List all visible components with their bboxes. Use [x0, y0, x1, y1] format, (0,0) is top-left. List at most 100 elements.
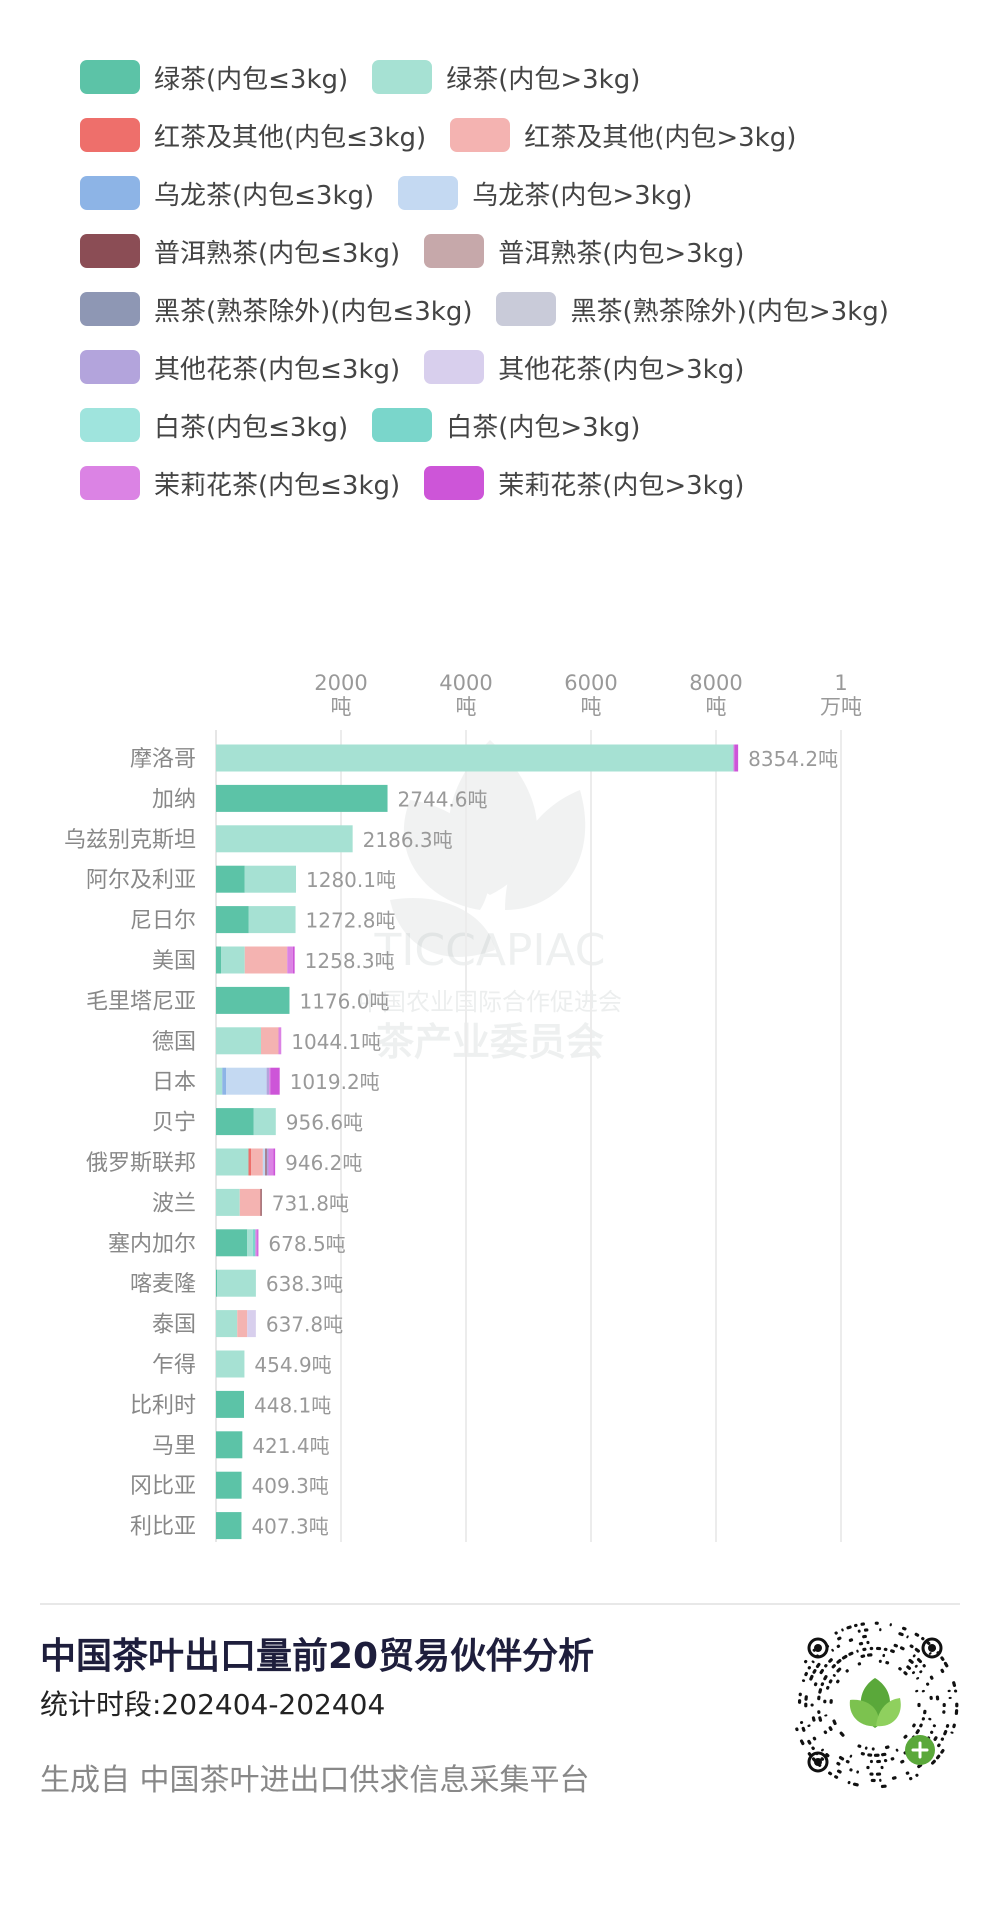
bar-segment[interactable] [237, 1310, 248, 1338]
category-label: 冈比亚 [130, 1474, 196, 1499]
legend-item[interactable]: 乌龙茶(内包≤3kg) [80, 175, 374, 212]
qr-dot [909, 1776, 913, 1781]
legend-row: 普洱熟茶(内包≤3kg) 普洱熟茶(内包>3kg) [80, 222, 980, 280]
bar-segment[interactable] [248, 1148, 252, 1176]
legend-item[interactable]: 红茶及其他(内包>3kg) [450, 117, 796, 154]
qr-dot [812, 1669, 817, 1674]
total-label: 448.1吨 [254, 1393, 331, 1417]
legend-item[interactable]: 茉莉花茶(内包≤3kg) [80, 465, 400, 502]
legend-row: 黑茶(熟茶除外)(内包≤3kg) 黑茶(熟茶除外)(内包>3kg) [80, 280, 980, 338]
bar-segment[interactable] [217, 1269, 256, 1297]
bar-segment[interactable] [216, 1310, 238, 1338]
legend-swatch [372, 60, 433, 94]
legend-item[interactable]: 红茶及其他(内包≤3kg) [80, 117, 426, 154]
bar-segment[interactable] [266, 1148, 269, 1176]
legend-item[interactable]: 白茶(内包>3kg) [372, 407, 640, 444]
bar-segment[interactable] [257, 1229, 259, 1257]
qr-dot [831, 1648, 834, 1652]
bar-segment[interactable] [287, 946, 293, 974]
bar-segment[interactable] [266, 1067, 270, 1095]
qr-dot [940, 1737, 945, 1741]
bar-segment[interactable] [216, 1108, 254, 1136]
legend-item[interactable]: 其他花茶(内包>3kg) [424, 349, 744, 386]
bar-segment[interactable] [734, 744, 739, 772]
bar-segment[interactable] [270, 1067, 280, 1095]
legend-item[interactable]: 茉莉花茶(内包>3kg) [424, 465, 744, 502]
bar-segment[interactable] [261, 1027, 279, 1055]
bar-segment[interactable] [216, 1229, 248, 1257]
qr-dot [809, 1674, 814, 1681]
qr-dot [893, 1643, 898, 1648]
qr-dot [932, 1724, 936, 1728]
x-tick-unit: 万吨 [820, 695, 862, 719]
qr-dot [820, 1682, 825, 1687]
legend-item[interactable]: 绿茶(内包>3kg) [372, 59, 640, 96]
bar-segment[interactable] [269, 1067, 271, 1095]
legend-item[interactable]: 绿茶(内包≤3kg) [80, 59, 348, 96]
bar-segment[interactable] [253, 1108, 276, 1136]
qr-dot [943, 1661, 949, 1668]
bar-segment[interactable] [216, 825, 353, 853]
qr-dot [948, 1696, 952, 1699]
bar-segment[interactable] [244, 946, 288, 974]
bar-segment[interactable] [216, 1067, 223, 1095]
bar-segment[interactable] [733, 744, 735, 772]
legend-item[interactable]: 黑茶(熟茶除外)(内包≤3kg) [80, 291, 472, 328]
bar-segment[interactable] [247, 1310, 256, 1338]
legend-item[interactable]: 乌龙茶(内包>3kg) [398, 175, 692, 212]
bar-segment[interactable] [292, 946, 295, 974]
bar-segment[interactable] [216, 1512, 242, 1540]
x-tick-unit: 吨 [456, 695, 477, 719]
qr-dot [875, 1772, 882, 1776]
legend-item[interactable]: 其他花茶(内包≤3kg) [80, 349, 400, 386]
qr-dot [852, 1782, 859, 1787]
qr-dot [857, 1662, 862, 1666]
x-tick-label: 1 [834, 671, 847, 695]
bar-segment[interactable] [216, 1390, 245, 1418]
bar-segment[interactable] [278, 1027, 282, 1055]
bar-segment[interactable] [216, 906, 249, 934]
mini-program-code[interactable] [790, 1620, 960, 1790]
bar-segment[interactable] [262, 1148, 266, 1176]
bar-segment[interactable] [244, 865, 297, 893]
legend-item[interactable]: 普洱熟茶(内包>3kg) [424, 233, 744, 270]
legend-label: 其他花茶(内包>3kg) [498, 354, 745, 385]
bar-segment[interactable] [216, 865, 245, 893]
bar-segment[interactable] [265, 1148, 267, 1176]
legend-item[interactable]: 白茶(内包≤3kg) [80, 407, 348, 444]
bar-segment[interactable] [216, 1188, 240, 1216]
bar-segment[interactable] [260, 1188, 262, 1216]
qr-dot [807, 1666, 811, 1670]
bar-segment[interactable] [216, 1027, 261, 1055]
bar-segment[interactable] [226, 1067, 267, 1095]
bar-segment[interactable] [222, 1067, 226, 1095]
total-label: 946.2吨 [285, 1151, 362, 1175]
bar-segment[interactable] [216, 1350, 245, 1378]
bar-segment[interactable] [216, 744, 734, 772]
bar-segment[interactable] [251, 1148, 263, 1176]
category-label: 德国 [152, 1030, 196, 1055]
bar-segment[interactable] [216, 986, 290, 1014]
bar-segment[interactable] [216, 1148, 249, 1176]
bar-segment[interactable] [216, 1431, 243, 1459]
qr-dot [811, 1660, 815, 1664]
bar-segment[interactable] [268, 1148, 274, 1176]
bar-segment[interactable] [247, 1229, 253, 1257]
legend-swatch [424, 466, 485, 500]
qr-dot [871, 1747, 875, 1751]
legend-item[interactable]: 普洱熟茶(内包≤3kg) [80, 233, 400, 270]
bar-segment[interactable] [273, 1148, 276, 1176]
bar-segment[interactable] [252, 1229, 256, 1257]
legend-swatch [450, 118, 511, 152]
bar-segment[interactable] [255, 1229, 258, 1257]
legend-item[interactable]: 黑茶(熟茶除外)(内包>3kg) [496, 291, 889, 328]
bar-segment[interactable] [216, 1471, 242, 1499]
qr-dot [824, 1714, 828, 1717]
bar-segment[interactable] [216, 784, 388, 812]
bar-segment[interactable] [248, 906, 296, 934]
bar-segment[interactable] [221, 946, 245, 974]
bar-segment[interactable] [239, 1188, 261, 1216]
qr-dot [797, 1699, 802, 1704]
bar-segment[interactable] [216, 1269, 218, 1297]
bar-segment[interactable] [216, 946, 221, 974]
